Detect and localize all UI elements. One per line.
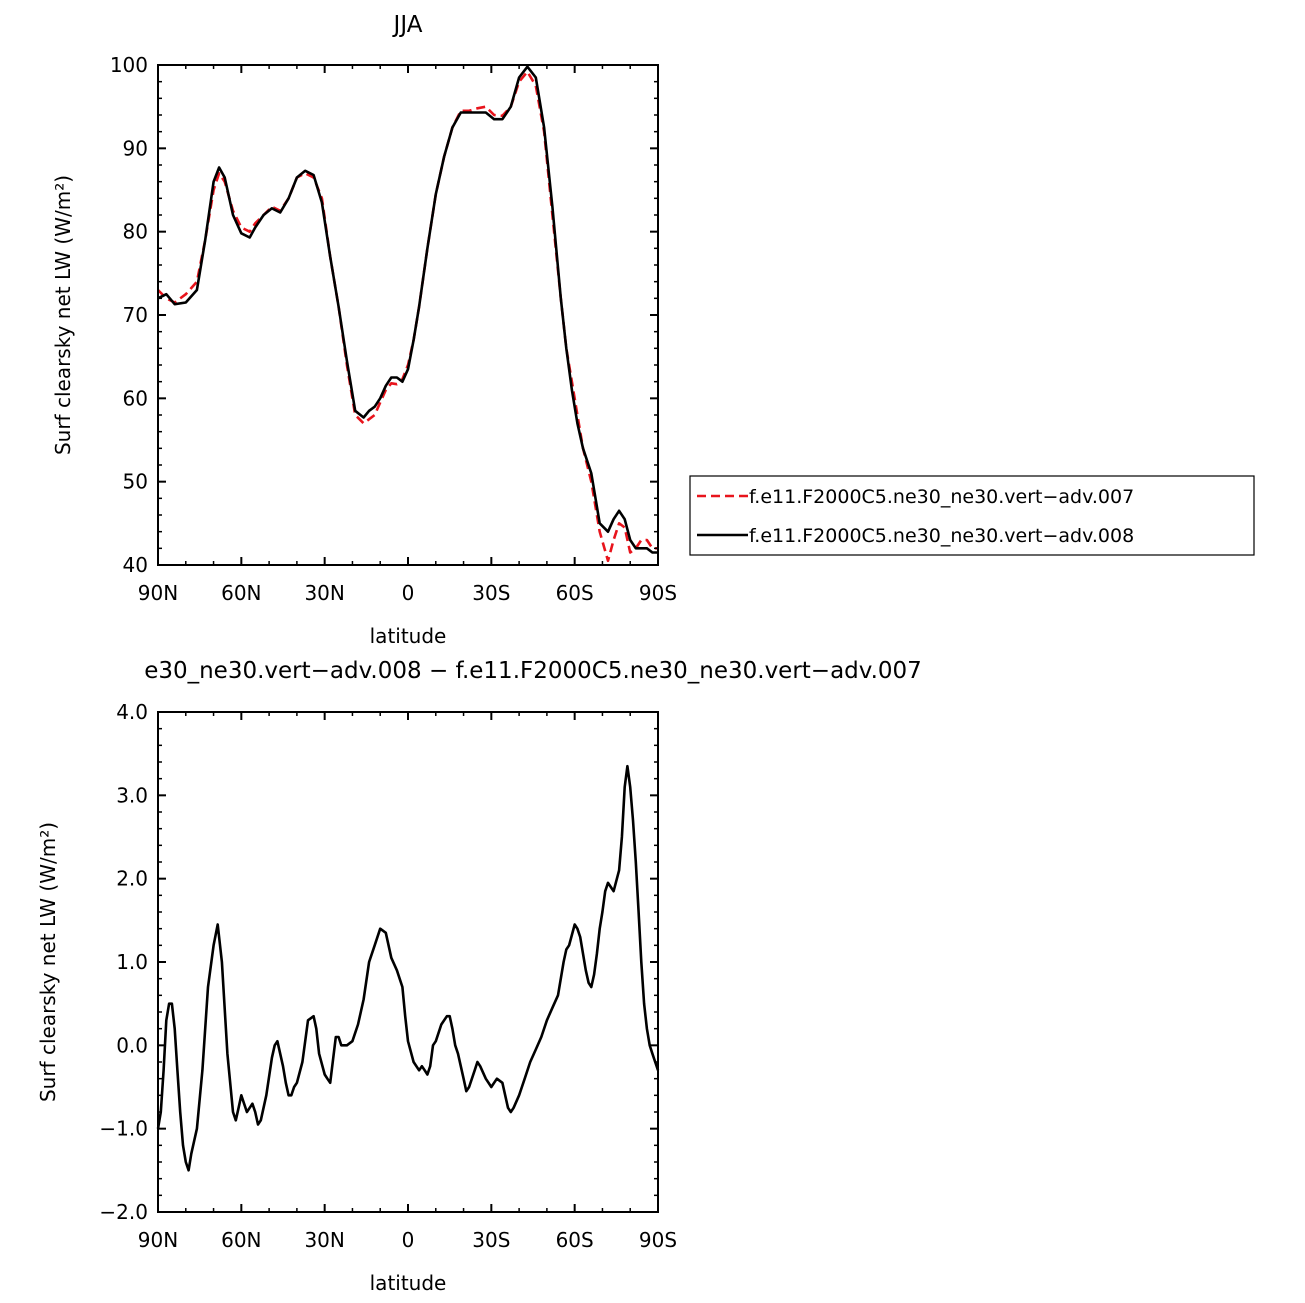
top-x-tick-label: 30S	[472, 581, 510, 605]
bottom-y-tick-label: 4.0	[116, 700, 148, 724]
top-x-tick-label: 90N	[138, 581, 178, 605]
legend-label-007: f.e11.F2000C5.ne30_ne30.vert−adv.007	[749, 486, 1134, 508]
legend-box	[689, 475, 1255, 556]
top-x-tick-label: 60S	[556, 581, 594, 605]
bottom-panel: e30_ne30.vert−adv.008 − f.e11.F2000C5.ne…	[36, 658, 922, 1295]
bottom-y-tick-label: −2.0	[99, 1200, 148, 1224]
bottom-x-tick-label: 30S	[472, 1228, 510, 1252]
bottom-y-tick-label: −1.0	[99, 1117, 148, 1141]
bottom-x-tick-label: 60N	[221, 1228, 261, 1252]
legend: f.e11.F2000C5.ne30_ne30.vert−adv.007 f.e…	[689, 475, 1255, 556]
bottom-x-tick-label: 90S	[639, 1228, 677, 1252]
bottom-x-tick-label: 0	[402, 1228, 415, 1252]
top-panel: JJA 90N 60N 30N 0 30S 60S 90S 40 50 60 70 80 90 100 l…	[51, 12, 677, 648]
top-plot-frame	[157, 64, 659, 566]
top-y-tick-label: 70	[123, 303, 148, 327]
top-x-tick-label: 30N	[304, 581, 344, 605]
top-chart-title: JJA	[392, 12, 423, 38]
top-y-axis-label: Surf clearsky net LW (W/m²)	[51, 175, 75, 455]
bottom-x-tick-label: 90N	[138, 1228, 178, 1252]
bottom-y-axis-label: Surf clearsky net LW (W/m²)	[36, 822, 60, 1102]
top-series-line-1	[157, 65, 658, 554]
top-y-tick-label: 60	[123, 386, 148, 410]
bottom-y-tick-label: 3.0	[116, 783, 148, 807]
top-x-axis-label: latitude	[370, 624, 447, 648]
bottom-series-line-0	[156, 764, 660, 1172]
top-x-tick-label: 0	[402, 581, 415, 605]
bottom-ticks-group: 90N 60N 30N 0 30S 60S 90S −2.0 −1.0 0.0 1.0 2.0 3.0 4…	[99, 700, 677, 1252]
bottom-y-tick-label: 1.0	[116, 950, 148, 974]
top-x-tick-label: 60N	[221, 581, 261, 605]
bottom-plot-frame	[157, 711, 659, 1213]
bottom-series-group	[156, 764, 660, 1172]
bottom-y-tick-label: 0.0	[116, 1033, 148, 1057]
bottom-x-tick-label: 60S	[556, 1228, 594, 1252]
bottom-chart-title: e30_ne30.vert−adv.008 − f.e11.F2000C5.ne…	[144, 658, 922, 684]
top-series-line-0	[157, 70, 658, 563]
legend-label-008: f.e11.F2000C5.ne30_ne30.vert−adv.008	[749, 525, 1134, 547]
bottom-x-tick-label: 30N	[304, 1228, 344, 1252]
top-x-tick-label: 90S	[639, 581, 677, 605]
top-y-tick-label: 50	[123, 470, 148, 494]
top-series-group	[157, 65, 658, 563]
bottom-x-axis-label: latitude	[370, 1271, 447, 1295]
top-ticks-group: 90N 60N 30N 0 30S 60S 90S 40 50 60 70 80 90 100	[110, 53, 677, 605]
top-y-tick-label: 100	[110, 53, 148, 77]
bottom-y-tick-label: 2.0	[116, 867, 148, 891]
top-y-tick-label: 40	[123, 553, 148, 577]
top-y-tick-label: 80	[123, 220, 148, 244]
top-y-tick-label: 90	[123, 136, 148, 160]
